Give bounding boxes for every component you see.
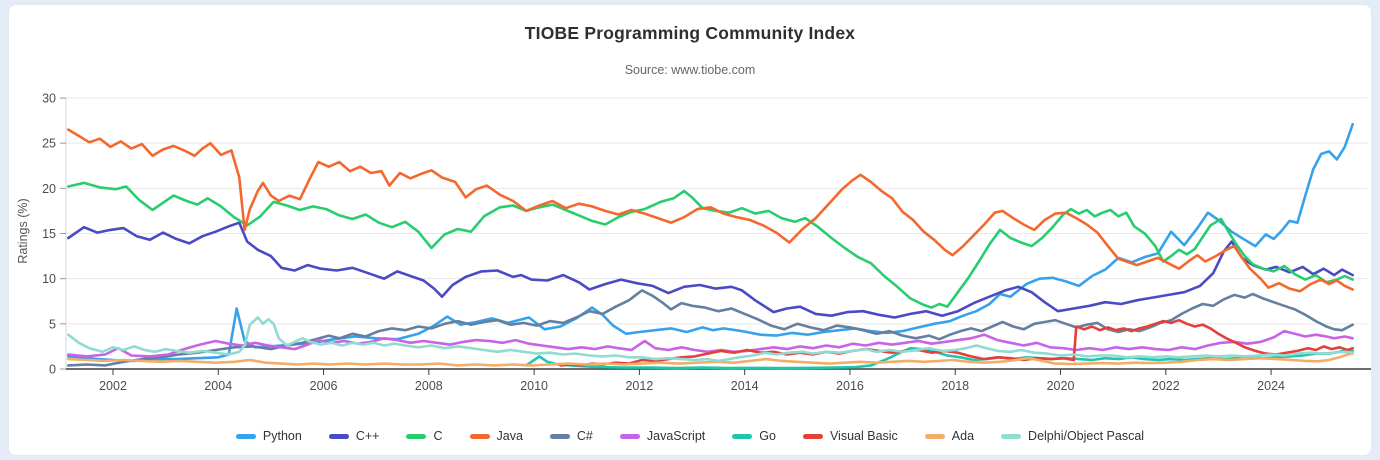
chart-card: TIOBE Programming Community Index Source… bbox=[8, 4, 1372, 456]
legend-item-delphi-object-pascal[interactable]: Delphi/Object Pascal bbox=[1001, 429, 1144, 443]
legend-item-go[interactable]: Go bbox=[732, 429, 776, 443]
legend-swatch-java bbox=[469, 433, 490, 439]
series-line-ada[interactable] bbox=[66, 352, 1354, 367]
x-tick-label-2024: 2024 bbox=[1257, 379, 1285, 393]
x-tick-label-2018: 2018 bbox=[941, 379, 969, 393]
legend-item-c[interactable]: C bbox=[406, 429, 443, 443]
legend-label-python: Python bbox=[262, 429, 302, 443]
y-tick-label-25: 25 bbox=[42, 137, 56, 151]
legend-label-go: Go bbox=[759, 429, 776, 443]
x-tick-label-2016: 2016 bbox=[836, 379, 864, 393]
legend-item-visual-basic[interactable]: Visual Basic bbox=[802, 429, 898, 443]
legend-swatch-delphi-object-pascal bbox=[1001, 433, 1022, 439]
legend-swatch-javascript bbox=[619, 433, 640, 439]
x-tick-label-2006: 2006 bbox=[310, 379, 338, 393]
legend-swatch-python bbox=[235, 433, 256, 439]
legend-label-c: C# bbox=[576, 429, 593, 443]
series-line-c[interactable] bbox=[66, 221, 1354, 319]
legend-swatch-c bbox=[328, 433, 349, 439]
chart-legend: Python C++ C Java C# JavaScript Go Visual Basic… bbox=[9, 429, 1371, 443]
y-tick-label-30: 30 bbox=[42, 92, 56, 106]
series-line-c[interactable] bbox=[66, 289, 1354, 367]
legend-label-c: C++ bbox=[355, 429, 380, 443]
y-tick-label-10: 10 bbox=[42, 272, 56, 286]
x-tick-label-2008: 2008 bbox=[415, 379, 443, 393]
legend-item-c[interactable]: C++ bbox=[328, 429, 380, 443]
legend-label-javascript: JavaScript bbox=[646, 429, 706, 443]
legend-label-ada: Ada bbox=[951, 429, 975, 443]
legend-swatch-c bbox=[549, 433, 570, 439]
y-tick-label-20: 20 bbox=[42, 182, 56, 196]
x-tick-label-2014: 2014 bbox=[731, 379, 759, 393]
y-tick-label-5: 5 bbox=[49, 317, 56, 331]
legend-item-javascript[interactable]: JavaScript bbox=[619, 429, 706, 443]
legend-item-ada[interactable]: Ada bbox=[924, 429, 975, 443]
series-line-python[interactable] bbox=[66, 122, 1354, 363]
series-line-visual-basic[interactable] bbox=[559, 318, 1354, 367]
series-line-java[interactable] bbox=[66, 128, 1354, 293]
x-tick-label-2020: 2020 bbox=[1047, 379, 1075, 393]
legend-item-java[interactable]: Java bbox=[469, 429, 523, 443]
x-tick-label-2002: 2002 bbox=[99, 379, 127, 393]
legend-swatch-go bbox=[732, 433, 753, 439]
legend-swatch-visual-basic bbox=[802, 433, 823, 439]
legend-label-delphi-object-pascal: Delphi/Object Pascal bbox=[1028, 429, 1145, 443]
x-tick-label-2010: 2010 bbox=[520, 379, 548, 393]
legend-label-visual-basic: Visual Basic bbox=[829, 429, 898, 443]
legend-item-python[interactable]: Python bbox=[235, 429, 302, 443]
legend-swatch-ada bbox=[924, 433, 945, 439]
x-tick-label-2012: 2012 bbox=[625, 379, 653, 393]
series-line-delphi-object-pascal[interactable] bbox=[66, 316, 1354, 363]
legend-label-c: C bbox=[433, 429, 443, 443]
y-tick-label-15: 15 bbox=[42, 227, 56, 241]
series-line-c[interactable] bbox=[66, 181, 1354, 309]
legend-label-java: Java bbox=[496, 429, 523, 443]
x-tick-label-2022: 2022 bbox=[1152, 379, 1180, 393]
chart-subtitle: Source: www.tiobe.com bbox=[624, 63, 756, 77]
legend-item-c[interactable]: C# bbox=[549, 429, 593, 443]
legend-swatch-c bbox=[406, 433, 427, 439]
chart-title: TIOBE Programming Community Index bbox=[524, 23, 856, 43]
chart-plot: 0 5 10 15 20 25 30 2002 2004 2006 2008 2010 2012 2014… bbox=[42, 92, 1371, 393]
y-tick-label-0: 0 bbox=[49, 363, 56, 377]
x-tick-label-2004: 2004 bbox=[204, 379, 232, 393]
